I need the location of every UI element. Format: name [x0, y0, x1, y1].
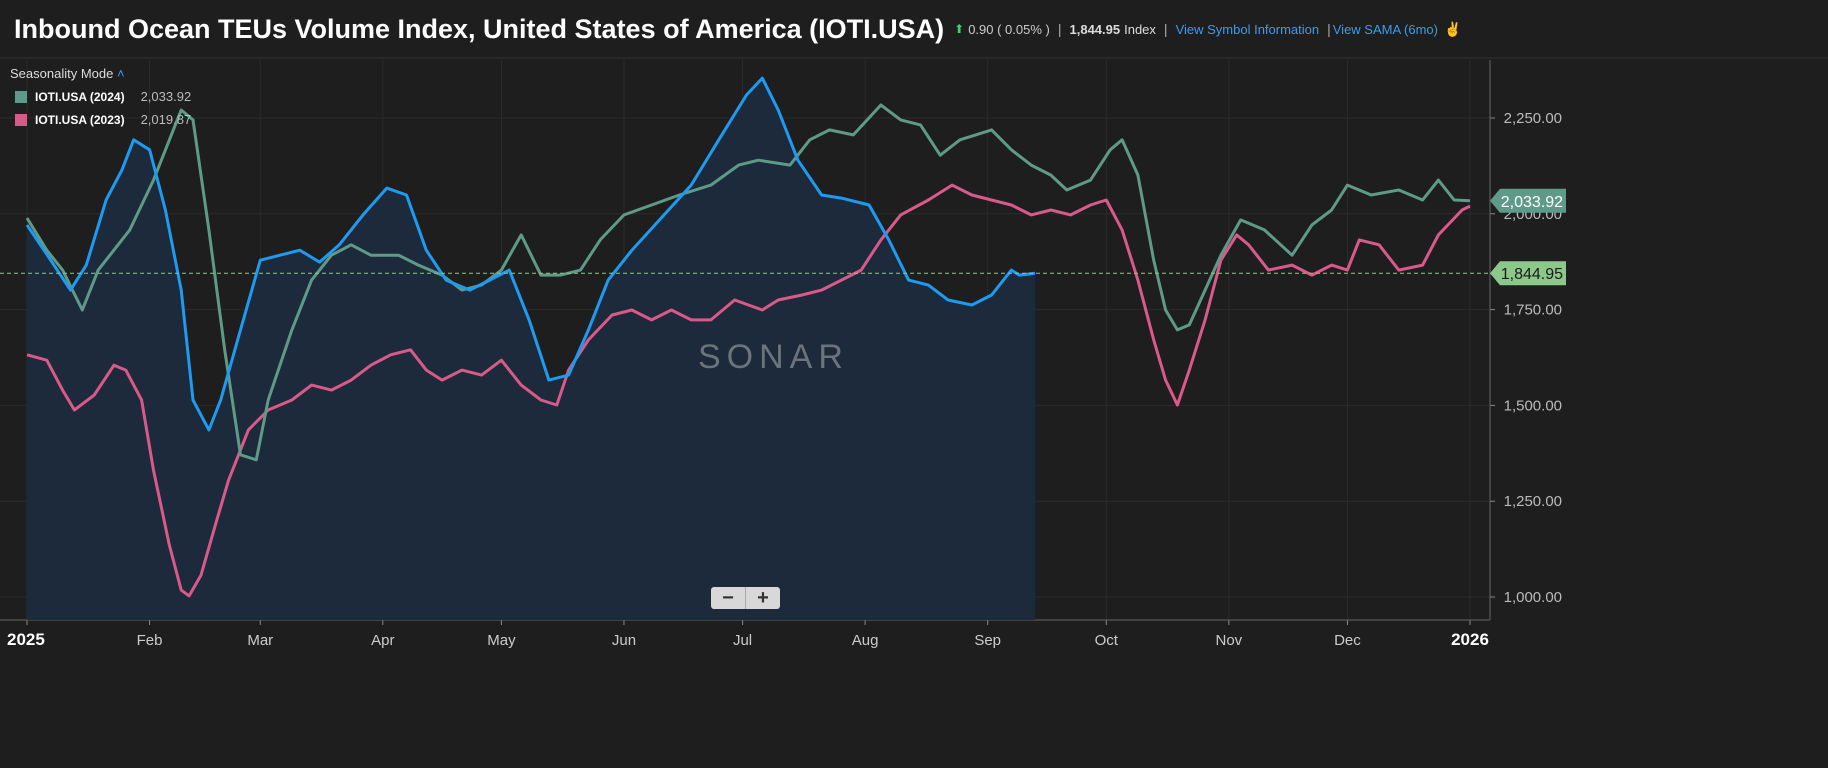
- x-tick-label: 2026: [1451, 630, 1489, 649]
- zoom-out-button[interactable]: −: [722, 587, 734, 609]
- unit-label: Index: [1124, 21, 1156, 37]
- legend-value: 2,033.92: [140, 89, 192, 104]
- legend-label: IOTI.USA (2024): [35, 89, 125, 104]
- view-symbol-info-link[interactable]: View Symbol Information: [1175, 21, 1320, 37]
- x-tick-label: Feb: [137, 632, 163, 649]
- y-tick-label: 1,250.00: [1504, 493, 1562, 510]
- x-tick-label: Jul: [733, 632, 752, 649]
- series-line-2023: [26, 183, 1471, 598]
- x-tick-label: Apr: [371, 632, 394, 649]
- last-value-label: 1,844.95: [1501, 266, 1563, 283]
- chart-header: Inbound Ocean TEUs Volume Index, United …: [0, 0, 1828, 58]
- last-value-badge: [1490, 261, 1566, 286]
- legend-value: 2,019.87: [140, 112, 192, 127]
- x-tick-label: May: [487, 632, 516, 649]
- chart-title: Inbound Ocean TEUs Volume Index, United …: [14, 13, 945, 44]
- series-area-fill: [27, 78, 1036, 620]
- x-tick-label: Oct: [1095, 632, 1119, 649]
- legend-swatch: [15, 90, 27, 103]
- x-tick-label: Nov: [1215, 632, 1242, 649]
- x-tick-label: Jun: [612, 632, 636, 649]
- series-line-2025: [25, 76, 1036, 432]
- legend: Seasonality Mode ˄ IOTI.USA (2024) 2,033…: [10, 66, 191, 127]
- y-tick-label: 1,500.00: [1504, 397, 1562, 414]
- seasonality-mode-toggle[interactable]: Seasonality Mode ˄: [10, 66, 125, 81]
- current-value: 1,844.95: [1069, 21, 1121, 37]
- header-bg: [0, 0, 1828, 58]
- divider: |: [1163, 21, 1168, 37]
- zoom-in-button[interactable]: +: [745, 587, 780, 609]
- sonar-watermark: SONAR: [698, 338, 849, 376]
- x-tick-label: Dec: [1334, 632, 1361, 649]
- x-tick-label: Mar: [247, 632, 273, 649]
- x-tick-label: Sep: [974, 632, 1001, 649]
- x-tick-label: Aug: [852, 632, 879, 649]
- x-tick-label: 2025: [7, 630, 45, 649]
- arrow-up-icon: ⬆: [954, 22, 965, 36]
- y-tick-label: 2,250.00: [1504, 110, 1562, 127]
- view-sama-link[interactable]: View SAMA (6mo): [1332, 21, 1438, 37]
- zoom-controls: − +: [711, 587, 780, 609]
- last-value-badge: [1490, 188, 1566, 213]
- divider: |: [1057, 21, 1062, 37]
- y-tick-label: 1,000.00: [1504, 589, 1562, 606]
- chevron-up-icon[interactable]: ˄: [116, 66, 125, 81]
- legend-label: IOTI.USA (2023): [35, 112, 125, 127]
- y-tick-label: 1,750.00: [1504, 302, 1562, 319]
- legend-swatch: [15, 113, 27, 126]
- sama-icon[interactable]: ✌: [1444, 20, 1462, 37]
- legend-item-2023[interactable]: IOTI.USA (2023) 2,019.87: [10, 112, 191, 127]
- change-value: 0.90 ( 0.05% ): [968, 21, 1050, 37]
- series-line-2024: [25, 103, 1471, 462]
- last-value-label: 2,033.92: [1501, 194, 1563, 211]
- divider: |: [1327, 21, 1331, 37]
- legend-item-2024[interactable]: IOTI.USA (2024) 2,033.92: [10, 89, 191, 104]
